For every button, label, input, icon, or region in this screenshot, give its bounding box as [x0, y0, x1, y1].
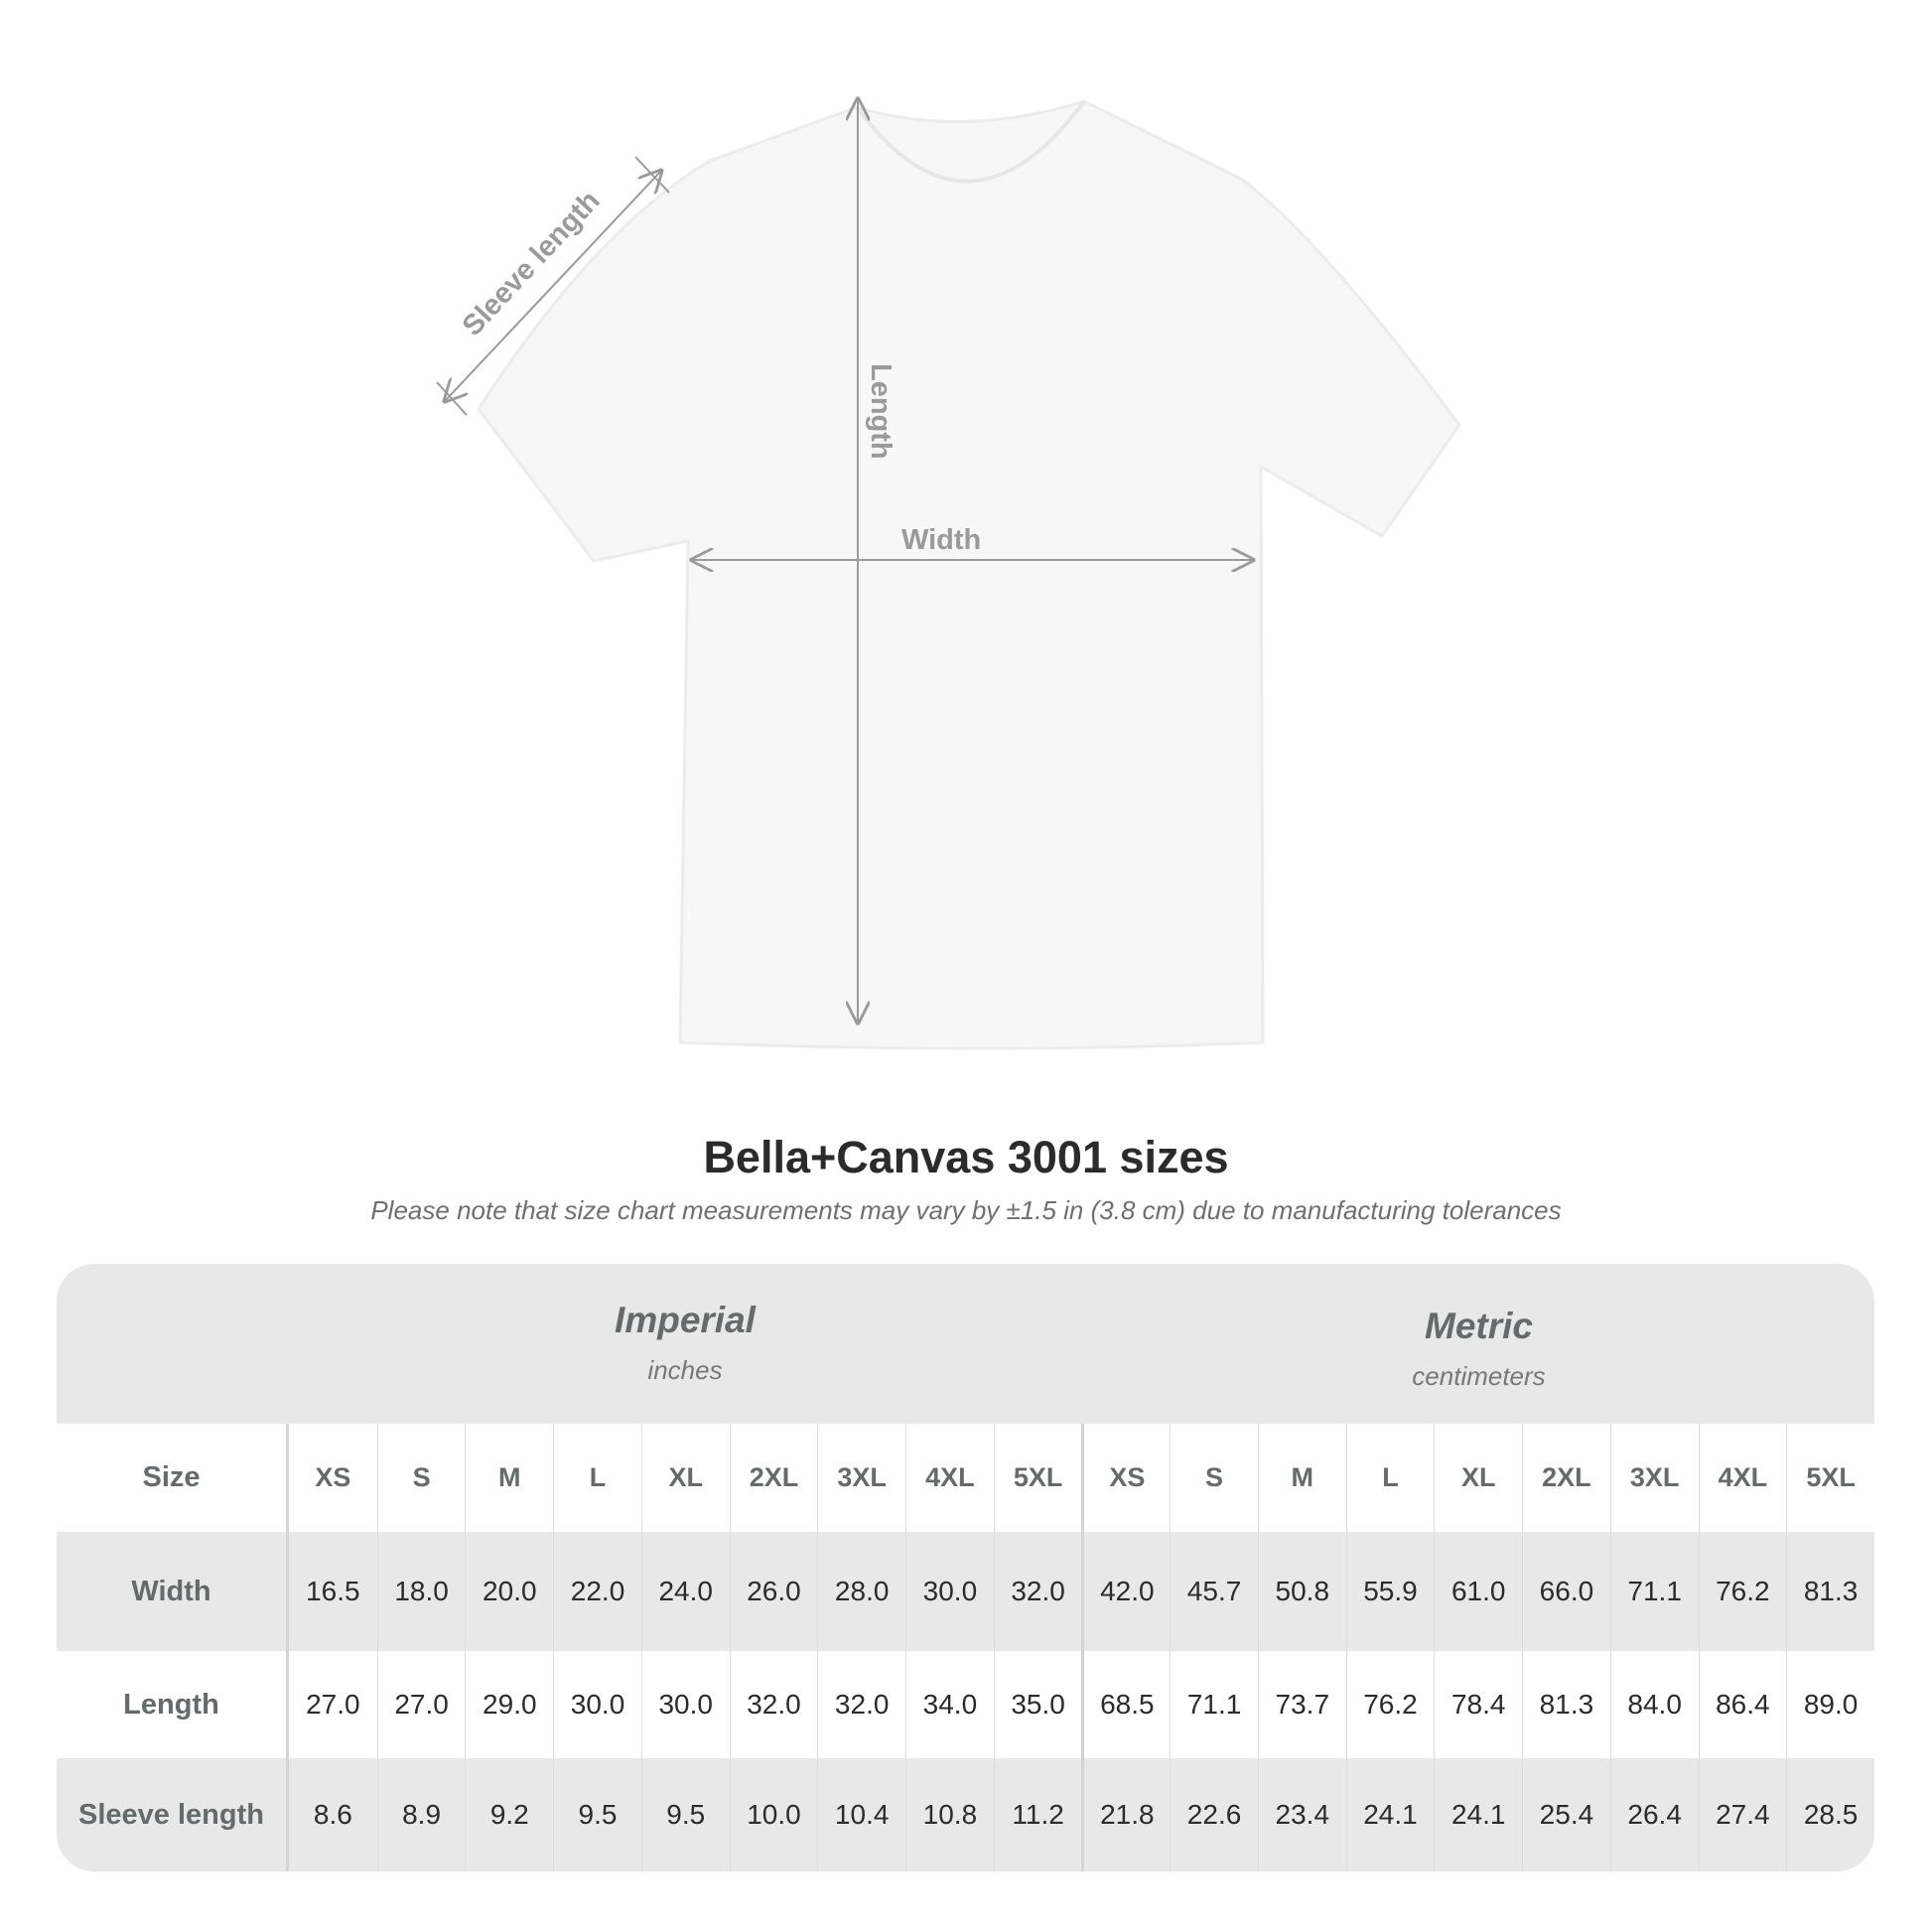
value-cell: 76.2	[1345, 1651, 1435, 1758]
sleeve-arrow	[445, 171, 661, 401]
tshirt-shape	[477, 99, 1461, 1050]
value-cell: 34.0	[905, 1651, 994, 1758]
table-row-length: Length 27.0 27.0 29.0 30.0 30.0 32.0 32.0 34.0 35…	[57, 1651, 1874, 1758]
value-cell: 23.4	[1257, 1758, 1346, 1871]
value-cell: 22.6	[1170, 1758, 1258, 1871]
value-cell: 24.1	[1434, 1758, 1522, 1871]
value-cell: 27.0	[376, 1651, 466, 1758]
value-cell: 55.9	[1345, 1532, 1435, 1651]
size-header-cell: L	[1345, 1424, 1435, 1532]
table-row-width: Width 16.5 18.0 20.0 22.0 24.0 26.0 28.0 30.0 32.…	[57, 1532, 1874, 1651]
size-table: Imperial inches Metric centimeters Size X…	[57, 1264, 1874, 1871]
value-cell: 28.0	[817, 1532, 905, 1651]
size-header-cell: XS	[1081, 1424, 1170, 1532]
value-cell: 10.0	[729, 1758, 818, 1871]
size-header-cell: S	[376, 1424, 466, 1532]
size-header-cell: M	[465, 1424, 553, 1532]
row-label: Sleeve length	[57, 1758, 289, 1871]
value-cell: 30.0	[640, 1651, 730, 1758]
value-cell: 24.0	[640, 1532, 730, 1651]
value-cell: 29.0	[465, 1651, 553, 1758]
value-cell: 30.0	[553, 1651, 641, 1758]
size-header-cell: 2XL	[1522, 1424, 1610, 1532]
size-header-cell: 3XL	[817, 1424, 905, 1532]
size-header-cell: L	[553, 1424, 641, 1532]
value-cell: 8.6	[313, 1799, 352, 1830]
size-header-cell: 2XL	[729, 1424, 818, 1532]
value-cell: 73.7	[1257, 1651, 1346, 1758]
metric-unit: centimeters	[1412, 1361, 1546, 1391]
value-cell: 27.0	[306, 1689, 360, 1720]
value-cell: 32.0	[817, 1651, 905, 1758]
value-cell: 21.8	[1081, 1758, 1170, 1871]
value-cell: 24.1	[1345, 1758, 1435, 1871]
width-label: Width	[901, 524, 981, 556]
unit-header-band	[57, 1264, 1874, 1424]
value-cell: 68.5	[1081, 1651, 1170, 1758]
value-cell: 22.0	[553, 1532, 641, 1651]
value-cell: 42.0	[1081, 1532, 1170, 1651]
value-cell: 45.7	[1170, 1532, 1258, 1651]
value-cell: 81.3	[1786, 1532, 1874, 1651]
value-cell: 26.0	[729, 1532, 818, 1651]
imperial-unit: inches	[647, 1355, 723, 1385]
imperial-title: Imperial	[615, 1300, 756, 1340]
value-cell: 30.0	[905, 1532, 994, 1651]
size-header-cell: 5XL	[1786, 1424, 1874, 1532]
size-header-cell: 4XL	[1698, 1424, 1787, 1532]
length-label: Length	[865, 363, 897, 460]
row-label: Length	[57, 1651, 289, 1758]
value-cell: 66.0	[1522, 1532, 1610, 1651]
value-cell: 9.2	[465, 1758, 553, 1871]
value-cell: 27.4	[1698, 1758, 1787, 1871]
value-cell: 61.0	[1434, 1532, 1522, 1651]
value-cell: 18.0	[376, 1532, 466, 1651]
value-cell: 71.1	[1609, 1532, 1699, 1651]
size-header-cell: 4XL	[905, 1424, 994, 1532]
value-cell: 78.4	[1434, 1651, 1522, 1758]
imperial-header: Imperial inches	[289, 1300, 1081, 1386]
value-cell: 89.0	[1786, 1651, 1874, 1758]
tolerance-note: Please note that size chart measurements…	[370, 1195, 1562, 1225]
size-header-cell: M	[1257, 1424, 1346, 1532]
metric-header: Metric centimeters	[1083, 1306, 1874, 1392]
metric-title: Metric	[1425, 1306, 1533, 1346]
value-cell: 10.8	[905, 1758, 994, 1871]
value-cell: 26.4	[1609, 1758, 1699, 1871]
value-cell: 32.0	[993, 1532, 1082, 1651]
tshirt-diagram: Sleeve length Length Width	[436, 0, 1461, 1050]
size-header-cell: XL	[640, 1424, 730, 1532]
value-cell: 81.3	[1522, 1651, 1610, 1758]
size-header-cell: S	[1170, 1424, 1258, 1532]
size-header-cell: XL	[1434, 1424, 1522, 1532]
value-cell: 76.2	[1698, 1532, 1787, 1651]
value-cell: 86.4	[1698, 1651, 1787, 1758]
value-cell: 71.1	[1170, 1651, 1258, 1758]
value-cell: 50.8	[1257, 1532, 1346, 1651]
size-header-row: Size XS S M L XL 2XL 3XL 4XL 5XL XS S M L XL 2XL 3XL 4XL 5…	[57, 1424, 1874, 1532]
size-header-cell: 3XL	[1609, 1424, 1699, 1532]
value-cell: 25.4	[1522, 1758, 1610, 1871]
value-cell: 16.5	[306, 1576, 360, 1606]
row-label: Size	[57, 1424, 289, 1532]
value-cell: 11.2	[993, 1758, 1082, 1871]
value-cell: 84.0	[1609, 1651, 1699, 1758]
value-cell: 20.0	[465, 1532, 553, 1651]
value-cell: 28.5	[1786, 1758, 1874, 1871]
value-cell: 10.4	[817, 1758, 905, 1871]
value-cell: 32.0	[729, 1651, 818, 1758]
size-header-cell: XS	[315, 1462, 351, 1492]
table-row-sleeve-length: Sleeve length 8.6 8.9 9.2 9.5 9.5 10.0 10.4 10.8…	[57, 1758, 1874, 1871]
value-cell: 35.0	[993, 1651, 1082, 1758]
value-cell: 8.9	[376, 1758, 466, 1871]
value-cell: 9.5	[640, 1758, 730, 1871]
page-title: Bella+Canvas 3001 sizes	[703, 1132, 1229, 1182]
value-cell: 9.5	[553, 1758, 641, 1871]
size-header-cell: 5XL	[993, 1424, 1082, 1532]
row-label: Width	[57, 1532, 289, 1651]
